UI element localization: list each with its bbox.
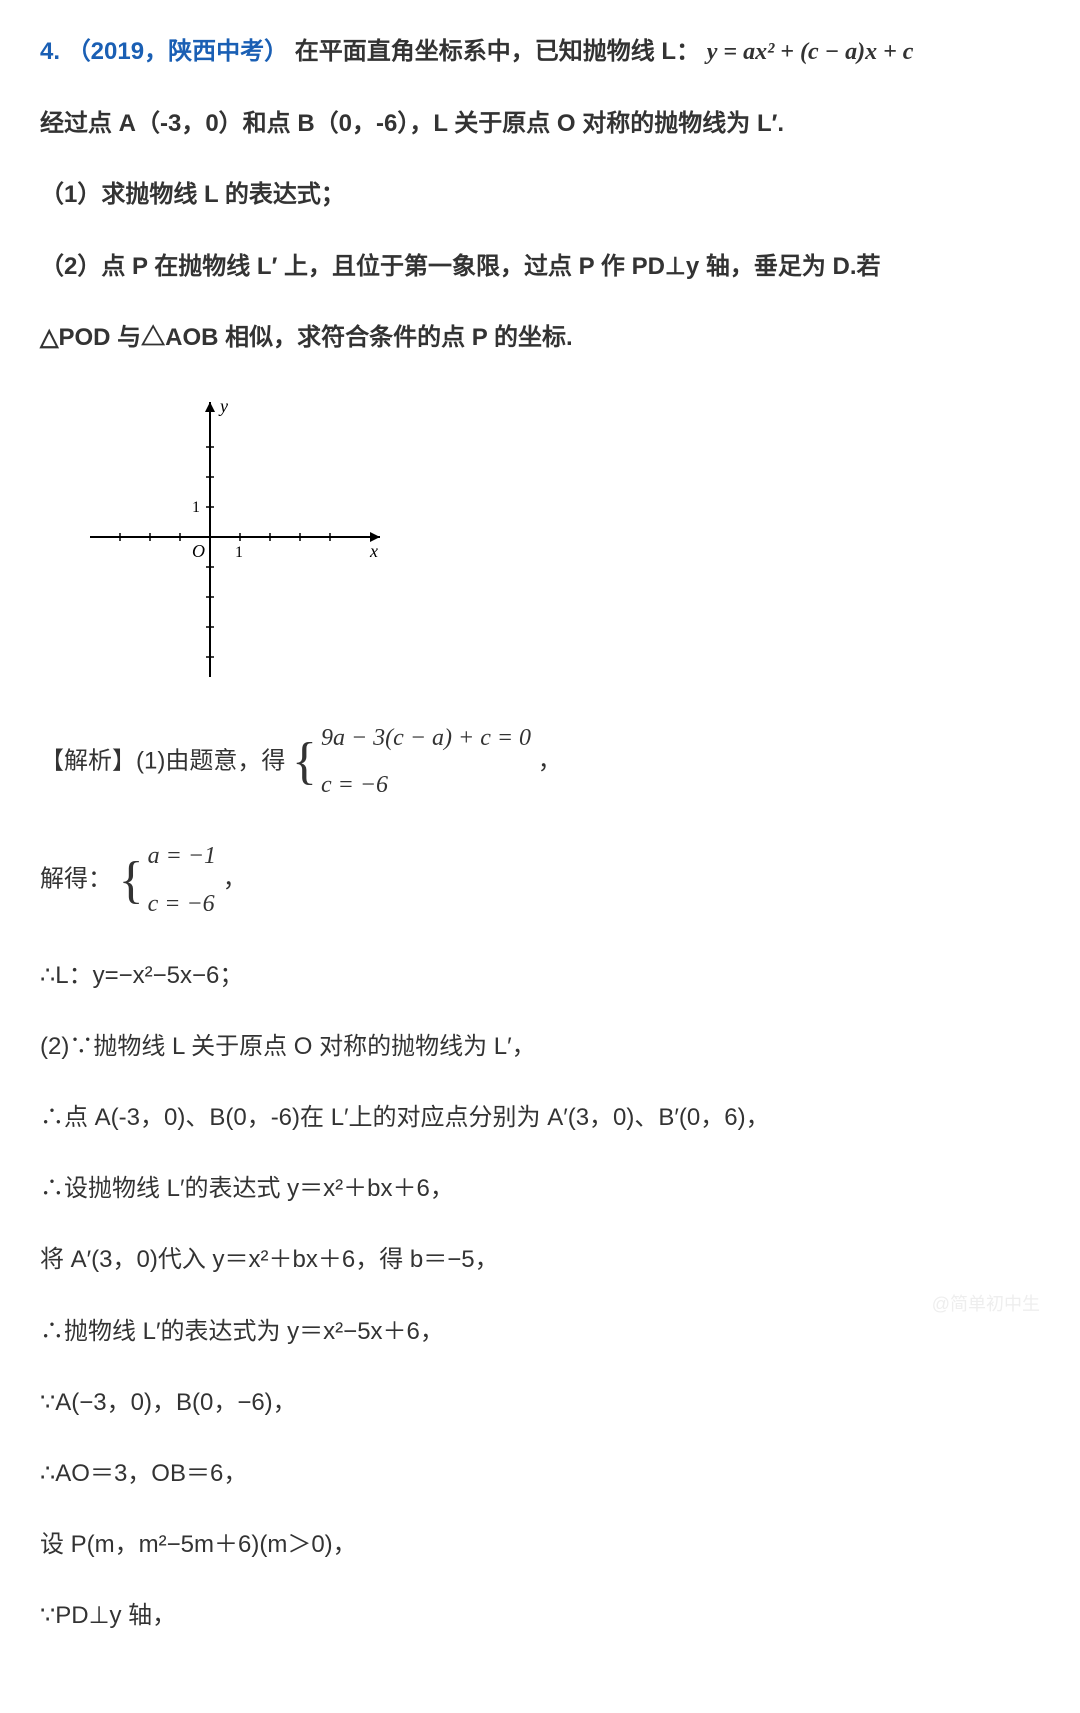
problem-part-2a: （2）点 P 在抛物线 L′ 上，且位于第一象限，过点 P 作 PD⊥y 轴，垂… <box>40 245 1040 288</box>
equation-system-2: { a = −1 c = −6 <box>119 835 216 925</box>
solution-line-9: ∵A(−3，0)，B(0，−6)， <box>40 1381 1040 1424</box>
eq-1-2: c = −6 <box>321 764 531 807</box>
problem-formula: y = ax² + (c − a)x + c <box>707 39 914 65</box>
solution-line-3: ∴L：y=−x²−5x−6； <box>40 954 1040 997</box>
eq-1-1: 9a − 3(c − a) + c = 0 <box>321 717 531 760</box>
brace-icon: { <box>292 741 317 783</box>
solution-prefix-1: 【解析】(1)由题意，得 <box>40 747 285 774</box>
solution-line-5: ∴点 A(-3，0)、B(0，-6)在 L′上的对应点分别为 A′(3，0)、B… <box>40 1096 1040 1139</box>
solution-line-10: ∴AO＝3，OB＝6， <box>40 1452 1040 1495</box>
solution-line-6: ∴设抛物线 L′的表达式 y＝x²＋bx＋6， <box>40 1167 1040 1210</box>
solution-line-7: 将 A′(3，0)代入 y＝x²＋bx＋6，得 b＝−5， <box>40 1238 1040 1281</box>
y-label: y <box>218 396 228 416</box>
eq-2-1: a = −1 <box>148 835 216 878</box>
origin-label: O <box>192 541 205 561</box>
problem-source: （2019，陕西中考） <box>67 38 288 65</box>
brace-icon: { <box>119 860 144 902</box>
problem-part-2b: △POD 与△AOB 相似，求符合条件的点 P 的坐标. <box>40 316 1040 359</box>
y-tick-label: 1 <box>192 499 200 516</box>
problem-text-1: 在平面直角坐标系中，已知抛物线 L： <box>295 38 700 65</box>
coordinate-graph: x y O 1 1 <box>80 387 400 687</box>
problem-header: 4. （2019，陕西中考） 在平面直角坐标系中，已知抛物线 L： y = ax… <box>40 30 1040 74</box>
equation-system-1: { 9a − 3(c − a) + c = 0 c = −6 <box>292 717 531 807</box>
problem-line-1: 经过点 A（-3，0）和点 B（0，-6），L 关于原点 O 对称的抛物线为 L… <box>40 102 1040 145</box>
eq-stack-2: a = −1 c = −6 <box>148 835 216 925</box>
y-arrow <box>205 402 215 412</box>
solution-line-12: ∵PD⊥y 轴， <box>40 1594 1040 1637</box>
problem-number: 4. <box>40 38 60 65</box>
x-tick-label: 1 <box>235 544 243 561</box>
problem-part-1: （1）求抛物线 L 的表达式； <box>40 173 1040 216</box>
solution-line-4: (2)∵抛物线 L 关于原点 O 对称的抛物线为 L′， <box>40 1025 1040 1068</box>
solution-suffix-1: ， <box>538 747 562 774</box>
eq-2-2: c = −6 <box>148 883 216 926</box>
solution-line-8: ∴抛物线 L′的表达式为 y＝x²−5x＋6， <box>40 1310 1040 1353</box>
solution-line-2: 解得： { a = −1 c = −6 ， <box>40 835 1040 925</box>
x-label: x <box>369 541 378 561</box>
eq-stack-1: 9a − 3(c − a) + c = 0 c = −6 <box>321 717 531 807</box>
solution-prefix-2: 解得： <box>40 866 112 893</box>
solution-line-1: 【解析】(1)由题意，得 { 9a − 3(c − a) + c = 0 c =… <box>40 717 1040 807</box>
solution-line-11: 设 P(m，m²−5m＋6)(m＞0)， <box>40 1523 1040 1566</box>
graph-svg: x y O 1 1 <box>80 387 400 687</box>
watermark: @简单初中生 <box>932 1290 1040 1316</box>
solution-suffix-2: ， <box>223 866 247 893</box>
